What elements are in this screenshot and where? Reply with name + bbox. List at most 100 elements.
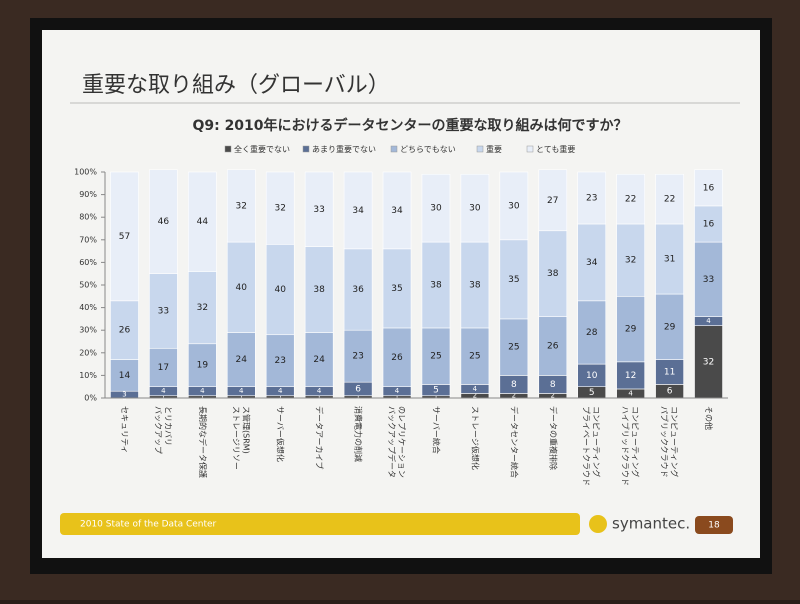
y-tick-label: 0% <box>84 394 97 403</box>
data-label: 25 <box>469 352 480 362</box>
data-label: 4 <box>278 387 283 395</box>
data-label: 38 <box>547 269 559 279</box>
data-label: 22 <box>664 195 675 205</box>
bar-segment <box>226 169 256 243</box>
y-tick-label: 100% <box>74 168 97 177</box>
x-tick-label: ストレージリソース管理(SRM) <box>232 406 252 470</box>
y-tick-label: 80% <box>79 213 97 222</box>
data-label: 4 <box>628 389 633 397</box>
y-tick-label: 10% <box>79 371 97 380</box>
bar-segment <box>499 318 529 376</box>
data-label: 32 <box>197 303 208 313</box>
bar-segment <box>188 171 217 272</box>
data-label: 38 <box>313 285 325 295</box>
x-tick-label: データセンター統合 <box>509 406 519 478</box>
data-label: 23 <box>586 193 597 203</box>
data-label: 23 <box>352 352 363 362</box>
x-tick-label: プライベートクラウドコンピューティング <box>582 406 602 486</box>
x-tick-label: 消費電力の削減 <box>354 406 364 462</box>
bar-segment <box>149 273 178 349</box>
data-label: 3 <box>122 391 126 399</box>
x-tick-label: バックアップとリカバリ <box>154 406 173 454</box>
data-label: 22 <box>625 195 636 205</box>
bar-segment <box>382 171 412 250</box>
data-label: 33 <box>158 306 169 316</box>
data-label: 25 <box>430 352 441 362</box>
bar-segment <box>616 173 645 225</box>
data-label: 30 <box>469 204 481 214</box>
data-label: 38 <box>469 281 481 291</box>
x-tick-label: その他 <box>704 406 714 430</box>
data-label: 24 <box>313 355 325 365</box>
data-label: 11 <box>664 368 675 378</box>
bar-segment <box>577 171 607 225</box>
data-label: 2 <box>551 392 555 400</box>
bar-segment <box>421 241 451 329</box>
data-label: 33 <box>313 205 324 215</box>
data-label: 33 <box>703 275 714 285</box>
data-label: 8 <box>550 380 556 390</box>
data-label: 36 <box>352 285 364 295</box>
bar-segment <box>110 171 139 302</box>
bar-segment <box>188 343 217 388</box>
data-label: 10 <box>586 371 598 381</box>
legend-swatch <box>302 145 310 153</box>
legend-swatch <box>526 145 534 153</box>
y-tick-label: 40% <box>79 303 97 312</box>
data-label: 1 <box>395 393 399 401</box>
data-label: 4 <box>239 387 244 395</box>
bar-segment <box>382 327 412 388</box>
data-label: 5 <box>433 386 439 396</box>
bar-segment <box>226 241 256 333</box>
y-tick-label: 50% <box>79 281 97 290</box>
data-label: 57 <box>119 232 130 242</box>
bar-segment <box>265 334 295 388</box>
x-tick-label: バックアップデータのレプリケーション <box>388 406 407 478</box>
data-label: 29 <box>664 322 676 332</box>
data-label: 29 <box>625 325 637 335</box>
data-label: 31 <box>664 255 675 265</box>
data-label: 28 <box>586 328 598 338</box>
chart-subtitle: Q9: 2010年におけるデータセンターの重要な取り組みは何ですか？ <box>192 117 627 134</box>
data-label: 46 <box>158 217 170 227</box>
page-number: 18 <box>708 521 720 531</box>
data-label: 2 <box>473 392 477 400</box>
bar-segment <box>616 361 645 390</box>
data-label: 23 <box>274 356 285 366</box>
y-tick-label: 70% <box>79 235 97 244</box>
data-label: 26 <box>547 342 559 352</box>
data-label: 30 <box>430 204 442 214</box>
data-label: 1 <box>317 393 321 401</box>
bar-segment <box>226 332 256 387</box>
data-label: 4 <box>317 387 322 395</box>
legend-swatch <box>390 145 398 153</box>
legend-label: とても重要 <box>536 144 575 154</box>
legend-label: 重要 <box>486 144 502 154</box>
data-label: 34 <box>352 206 364 216</box>
bar-segment <box>343 248 373 331</box>
data-label: 17 <box>158 363 169 373</box>
bar-segment <box>655 173 684 225</box>
legend-label: どちらでもない <box>400 145 456 154</box>
data-label: 5 <box>589 388 595 398</box>
x-tick-label: パブリッククラウドコンピューティング <box>660 406 680 478</box>
x-tick-label: ハイブリッドクラウドコンピューティング <box>621 406 641 486</box>
data-label: 6 <box>355 384 361 394</box>
data-label: 1 <box>278 393 282 401</box>
data-label: 35 <box>508 275 519 285</box>
data-label: 4 <box>161 387 166 395</box>
bar-segment <box>421 173 451 243</box>
data-label: 1 <box>200 393 204 401</box>
data-label: 1 <box>434 393 438 401</box>
bar-segment <box>343 171 373 250</box>
data-label: 40 <box>274 285 286 295</box>
bar-segment <box>304 332 334 387</box>
bar-segment <box>110 300 139 360</box>
x-tick-label: 長期的なデータ保護 <box>198 406 208 478</box>
bar-segment <box>460 241 490 329</box>
bar-segment <box>421 327 451 385</box>
y-tick-label: 30% <box>79 326 97 335</box>
data-label: 1 <box>161 393 165 401</box>
brand-logo <box>589 515 607 533</box>
